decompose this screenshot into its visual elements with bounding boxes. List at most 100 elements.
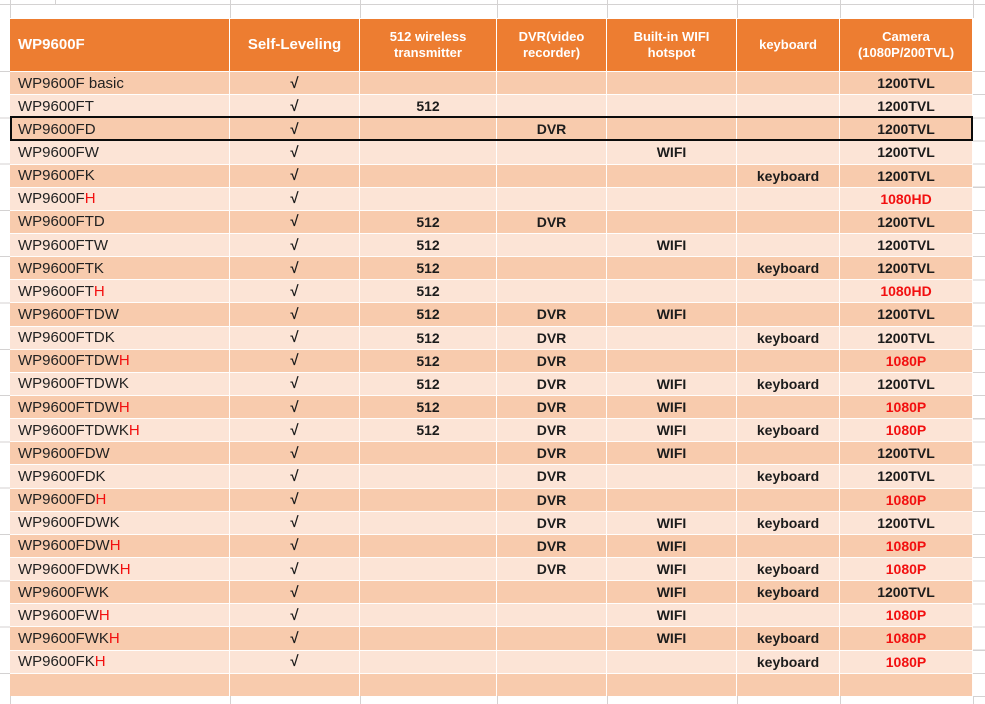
cell-self-leveling[interactable]: √ (230, 163, 360, 187)
cell-camera[interactable]: 1200TVL (840, 441, 973, 465)
cell-self-leveling[interactable]: √ (230, 464, 360, 488)
cell-keyboard[interactable] (737, 71, 840, 95)
cell-model[interactable]: WP9600F H (10, 186, 230, 210)
cell-dvr[interactable]: DVR (497, 556, 607, 581)
cell-keyboard[interactable] (737, 487, 840, 511)
cell-dvr[interactable] (497, 186, 607, 210)
cell-wifi[interactable]: WIFI (607, 302, 737, 326)
cell-model[interactable]: WP9600FK (10, 163, 230, 187)
cell-camera[interactable]: 1200TVL (840, 163, 973, 187)
cell-self-leveling[interactable]: √ (230, 117, 360, 141)
cell-wifi[interactable] (607, 672, 737, 696)
cell-camera[interactable]: 1080P (840, 348, 973, 372)
cell-model[interactable]: WP9600FDWK H (10, 556, 230, 581)
cell-camera[interactable]: 1200TVL (840, 232, 973, 257)
cell-self-leveling[interactable]: √ (230, 256, 360, 280)
cell-wifi[interactable]: WIFI (607, 418, 737, 442)
cell-self-leveling[interactable]: √ (230, 533, 360, 557)
cell-512-transmitter[interactable]: 512 (360, 418, 497, 442)
header-cell-self-leveling[interactable]: Self-Leveling (230, 19, 360, 71)
cell-dvr[interactable]: DVR (497, 394, 607, 419)
cell-model[interactable]: WP9600FTD (10, 209, 230, 233)
cell-wifi[interactable] (607, 279, 737, 303)
cell-dvr[interactable] (497, 672, 607, 696)
cell-camera[interactable]: 1200TVL (840, 71, 973, 95)
cell-camera[interactable]: 1080P (840, 603, 973, 627)
header-cell-keyboard[interactable]: keyboard (737, 19, 840, 71)
cell-model[interactable]: WP9600FTDW (10, 302, 230, 326)
cell-model[interactable]: WP9600F basic (10, 71, 230, 95)
cell-512-transmitter[interactable]: 512 (360, 325, 497, 349)
cell-512-transmitter[interactable]: 512 (360, 371, 497, 395)
cell-keyboard[interactable]: keyboard (737, 510, 840, 534)
cell-wifi[interactable]: WIFI (607, 556, 737, 581)
cell-model[interactable]: WP9600FT H (10, 279, 230, 303)
cell-model[interactable]: WP9600FK H (10, 649, 230, 673)
cell-camera[interactable]: 1200TVL (840, 256, 973, 280)
header-cell-model[interactable]: WP9600F (10, 19, 230, 71)
cell-keyboard[interactable] (737, 394, 840, 419)
cell-dvr[interactable] (497, 580, 607, 604)
cell-wifi[interactable] (607, 117, 737, 141)
cell-model[interactable]: WP9600FD (10, 117, 230, 141)
cell-dvr[interactable]: DVR (497, 533, 607, 557)
cell-dvr[interactable]: DVR (497, 302, 607, 326)
cell-dvr[interactable]: DVR (497, 418, 607, 442)
cell-model[interactable]: WP9600FDK (10, 464, 230, 488)
cell-self-leveling[interactable] (230, 672, 360, 696)
cell-512-transmitter[interactable] (360, 626, 497, 650)
cell-wifi[interactable] (607, 348, 737, 372)
cell-dvr[interactable] (497, 140, 607, 164)
cell-camera[interactable]: 1200TVL (840, 209, 973, 233)
cell-keyboard[interactable]: keyboard (737, 325, 840, 349)
cell-wifi[interactable] (607, 163, 737, 187)
cell-dvr[interactable]: DVR (497, 487, 607, 511)
cell-camera[interactable]: 1200TVL (840, 117, 973, 141)
cell-dvr[interactable] (497, 163, 607, 187)
cell-model[interactable]: WP9600FTK (10, 256, 230, 280)
cell-camera[interactable]: 1200TVL (840, 464, 973, 488)
cell-512-transmitter[interactable]: 512 (360, 94, 497, 118)
cell-512-transmitter[interactable]: 512 (360, 394, 497, 419)
cell-512-transmitter[interactable] (360, 163, 497, 187)
cell-camera[interactable]: 1200TVL (840, 325, 973, 349)
cell-dvr[interactable]: DVR (497, 209, 607, 233)
cell-wifi[interactable]: WIFI (607, 626, 737, 650)
cell-keyboard[interactable]: keyboard (737, 418, 840, 442)
cell-wifi[interactable] (607, 186, 737, 210)
cell-camera[interactable]: 1200TVL (840, 371, 973, 395)
cell-camera[interactable]: 1080P (840, 533, 973, 557)
cell-keyboard[interactable] (737, 232, 840, 257)
cell-keyboard[interactable]: keyboard (737, 371, 840, 395)
cell-512-transmitter[interactable]: 512 (360, 209, 497, 233)
cell-keyboard[interactable] (737, 672, 840, 696)
cell-wifi[interactable] (607, 209, 737, 233)
cell-keyboard[interactable] (737, 603, 840, 627)
cell-wifi[interactable]: WIFI (607, 580, 737, 604)
header-cell-512-transmitter[interactable]: 512 wireless transmitter (360, 19, 497, 71)
cell-wifi[interactable] (607, 649, 737, 673)
cell-camera[interactable]: 1200TVL (840, 94, 973, 118)
cell-512-transmitter[interactable]: 512 (360, 256, 497, 280)
cell-self-leveling[interactable]: √ (230, 487, 360, 511)
cell-wifi[interactable]: WIFI (607, 371, 737, 395)
cell-512-transmitter[interactable] (360, 649, 497, 673)
cell-model[interactable]: WP9600FW (10, 140, 230, 164)
cell-camera[interactable]: 1080P (840, 418, 973, 442)
cell-keyboard[interactable]: keyboard (737, 649, 840, 673)
cell-keyboard[interactable] (737, 441, 840, 465)
cell-self-leveling[interactable]: √ (230, 394, 360, 419)
cell-512-transmitter[interactable] (360, 603, 497, 627)
cell-512-transmitter[interactable] (360, 441, 497, 465)
cell-keyboard[interactable] (737, 117, 840, 141)
cell-wifi[interactable]: WIFI (607, 533, 737, 557)
cell-keyboard[interactable] (737, 209, 840, 233)
cell-model[interactable]: WP9600FWK H (10, 626, 230, 650)
cell-dvr[interactable]: DVR (497, 325, 607, 349)
header-cell-dvr[interactable]: DVR(video recorder) (497, 19, 607, 71)
header-cell-wifi-hotspot[interactable]: Built-in WIFI hotspot (607, 19, 737, 71)
cell-camera[interactable]: 1080HD (840, 186, 973, 210)
cell-512-transmitter[interactable]: 512 (360, 232, 497, 257)
cell-dvr[interactable] (497, 94, 607, 118)
cell-keyboard[interactable]: keyboard (737, 163, 840, 187)
